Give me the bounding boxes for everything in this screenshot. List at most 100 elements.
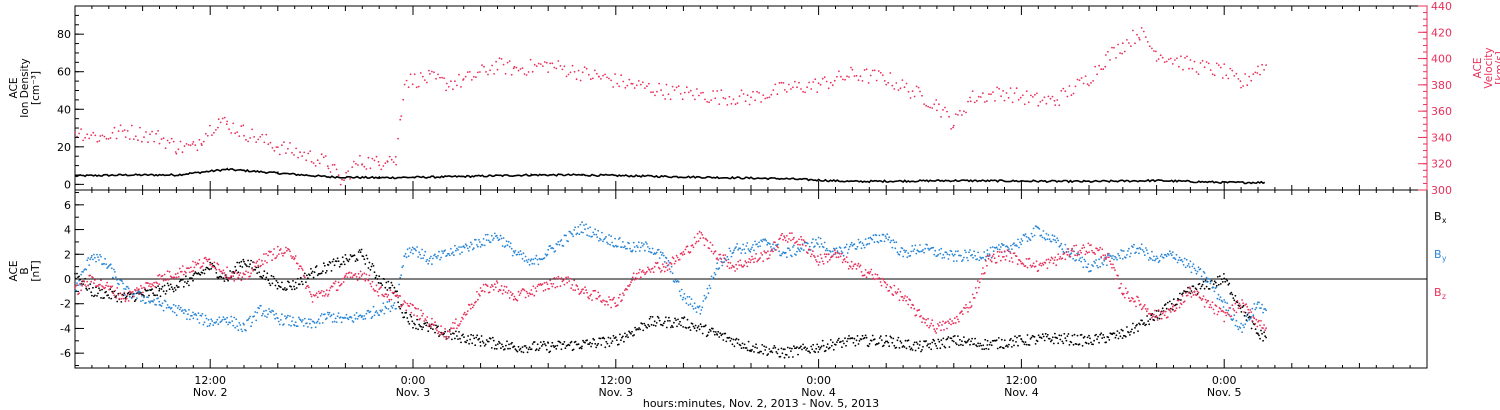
bz-point [1262, 327, 1264, 329]
by-point [825, 247, 828, 250]
bx-point [487, 340, 490, 343]
bx-point [564, 347, 567, 350]
velocity-point [969, 100, 972, 103]
by-point [759, 245, 761, 248]
bx-point [855, 339, 858, 342]
velocity-point [650, 91, 652, 94]
by-point [1041, 236, 1044, 239]
b-y-axis-label: ACE B [nT] [8, 260, 42, 281]
bz-point [567, 276, 569, 278]
velocity-point [571, 64, 574, 67]
bz-point [1052, 262, 1055, 265]
velocity-point [557, 60, 560, 62]
bz-point [556, 285, 559, 288]
by-point [1111, 257, 1113, 260]
bx-point [1008, 343, 1010, 346]
bz-point [616, 304, 619, 307]
bz-point [920, 315, 922, 317]
bx-point [948, 346, 951, 348]
by-point [836, 250, 839, 253]
by-point [1162, 257, 1165, 259]
bx-point [886, 340, 889, 343]
velocity-point [785, 91, 788, 93]
bz-point [1002, 255, 1005, 258]
bx-point [365, 254, 368, 257]
by-point [152, 300, 155, 303]
bx-point [555, 348, 558, 350]
by-point [442, 252, 444, 255]
by-point [122, 282, 124, 285]
bz-point [1105, 257, 1107, 260]
by-point [1061, 248, 1064, 251]
bz-point [477, 298, 479, 301]
bx-point [1007, 346, 1009, 348]
velocity-point [1233, 75, 1236, 77]
by-point [655, 251, 658, 254]
bx-point [367, 267, 370, 269]
velocity-point [345, 171, 347, 174]
bx-point [682, 317, 685, 320]
bx-point [501, 343, 503, 346]
bz-point [990, 260, 993, 263]
bz-point [949, 318, 951, 321]
bx-point [254, 268, 257, 271]
bz-point [440, 325, 442, 327]
by-point [1021, 240, 1024, 242]
bx-point [931, 341, 934, 344]
bz-point [676, 256, 679, 259]
velocity-point [361, 163, 364, 166]
by-point [757, 245, 759, 248]
velocity-point [559, 65, 562, 67]
bx-point [1187, 286, 1189, 289]
bx-point [301, 283, 304, 286]
velocity-point [1159, 54, 1162, 57]
bx-point [1181, 293, 1183, 296]
velocity-point [732, 98, 735, 101]
velocity-point [228, 128, 231, 131]
by-point [1218, 298, 1221, 301]
bx-point [711, 327, 714, 330]
by-point [829, 250, 832, 253]
bx-point [860, 338, 863, 341]
velocity-point [392, 161, 395, 164]
velocity-point [669, 98, 672, 101]
bx-point [614, 336, 617, 339]
velocity-point [792, 86, 794, 89]
bz-point [1145, 310, 1148, 313]
legend-sub-z: z [1442, 292, 1446, 301]
bz-point [1166, 316, 1169, 318]
velocity-point [230, 132, 233, 134]
bx-point [1066, 335, 1069, 337]
by-point [737, 248, 740, 251]
bx-point [779, 355, 782, 358]
by-point [1237, 328, 1240, 331]
by-point [104, 257, 106, 260]
by-point [274, 317, 276, 320]
bx-point [800, 345, 802, 348]
by-point [136, 297, 138, 299]
bz-point [1086, 252, 1089, 254]
by-point [116, 279, 118, 281]
bz-point [140, 284, 142, 287]
by-point [201, 313, 204, 315]
velocity-point [825, 80, 828, 83]
bz-point [1188, 286, 1191, 289]
velocity-point [869, 74, 872, 77]
by-point [188, 308, 190, 311]
bx-point [158, 287, 161, 290]
bx-point [432, 328, 434, 331]
velocity-point [309, 150, 312, 153]
bz-point [1051, 257, 1054, 260]
bz-point [777, 246, 779, 249]
velocity-point [667, 93, 670, 96]
by-point [208, 324, 211, 327]
bx-point [490, 347, 493, 349]
bz-point [702, 237, 705, 239]
bz-point [93, 282, 95, 284]
by-point [609, 243, 611, 246]
bx-point [905, 347, 908, 350]
by-point [898, 253, 901, 256]
bz-point [483, 290, 486, 293]
bz-point [649, 271, 652, 273]
by-point [682, 296, 685, 299]
